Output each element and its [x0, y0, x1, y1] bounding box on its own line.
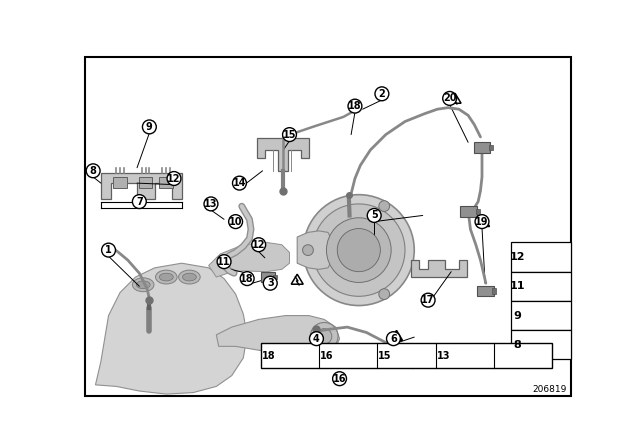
Text: 2: 2	[378, 89, 385, 99]
Circle shape	[367, 208, 381, 222]
Text: 12: 12	[509, 252, 525, 262]
Polygon shape	[101, 173, 182, 198]
Bar	[492, 288, 496, 293]
Circle shape	[143, 120, 156, 134]
Circle shape	[333, 372, 346, 386]
Bar	[261, 272, 275, 282]
Bar	[476, 209, 480, 214]
Circle shape	[283, 128, 296, 142]
Circle shape	[132, 195, 147, 208]
Text: 11: 11	[509, 281, 525, 291]
Circle shape	[86, 164, 100, 178]
Bar	[139, 177, 152, 188]
Polygon shape	[209, 242, 289, 277]
Circle shape	[232, 176, 246, 190]
Text: 8: 8	[513, 340, 522, 350]
Circle shape	[443, 91, 456, 105]
Text: 12: 12	[167, 173, 180, 184]
Circle shape	[421, 293, 435, 307]
Text: 20: 20	[443, 94, 456, 103]
Circle shape	[167, 172, 181, 185]
Text: 16: 16	[333, 374, 346, 383]
Circle shape	[326, 218, 391, 282]
Ellipse shape	[156, 270, 177, 284]
Circle shape	[375, 87, 389, 101]
Text: 18: 18	[262, 351, 276, 361]
Text: 1: 1	[105, 245, 112, 255]
Circle shape	[228, 215, 243, 228]
Text: 10: 10	[229, 217, 243, 227]
Circle shape	[337, 228, 380, 271]
Circle shape	[379, 289, 390, 300]
Ellipse shape	[159, 273, 173, 281]
Text: 11: 11	[218, 257, 231, 267]
Bar	[511, 242, 572, 271]
Text: 18: 18	[241, 274, 254, 284]
Text: 6: 6	[390, 334, 397, 344]
Polygon shape	[291, 274, 303, 284]
Text: 13: 13	[204, 199, 218, 209]
Circle shape	[217, 255, 231, 269]
Circle shape	[310, 332, 323, 345]
Bar	[460, 206, 477, 217]
Polygon shape	[390, 331, 403, 340]
Text: 18: 18	[348, 101, 362, 111]
Circle shape	[475, 215, 489, 228]
Text: 16: 16	[320, 351, 333, 361]
Polygon shape	[216, 315, 340, 356]
Bar	[489, 145, 493, 151]
Bar	[273, 275, 277, 280]
Bar	[477, 285, 493, 296]
Ellipse shape	[179, 270, 200, 284]
Circle shape	[348, 99, 362, 113]
Text: 206819: 206819	[532, 385, 566, 394]
Bar	[261, 343, 552, 368]
Polygon shape	[95, 263, 247, 394]
Polygon shape	[477, 216, 490, 226]
Circle shape	[387, 332, 401, 345]
Text: 9: 9	[513, 310, 522, 321]
Text: 9: 9	[146, 122, 153, 132]
Text: 7: 7	[136, 197, 143, 207]
Circle shape	[263, 276, 277, 290]
Text: 3: 3	[267, 278, 274, 288]
Text: 19: 19	[476, 217, 489, 227]
Ellipse shape	[182, 273, 196, 281]
Text: 8: 8	[90, 166, 97, 176]
Circle shape	[312, 204, 405, 296]
Circle shape	[310, 323, 338, 350]
Circle shape	[316, 329, 332, 344]
Polygon shape	[411, 260, 467, 277]
Circle shape	[379, 201, 390, 211]
Text: 15: 15	[378, 351, 392, 361]
Polygon shape	[449, 93, 461, 103]
Circle shape	[240, 271, 254, 285]
Text: 5: 5	[371, 211, 378, 220]
Circle shape	[102, 243, 115, 257]
Ellipse shape	[132, 278, 154, 292]
Bar	[474, 142, 490, 153]
Bar	[159, 177, 173, 188]
Circle shape	[252, 238, 266, 252]
Polygon shape	[257, 138, 308, 171]
Text: 17: 17	[421, 295, 435, 305]
Bar	[511, 330, 572, 359]
Bar	[511, 271, 572, 301]
Text: 4: 4	[313, 334, 320, 344]
Polygon shape	[297, 231, 332, 269]
Text: 13: 13	[436, 351, 450, 361]
Ellipse shape	[136, 281, 150, 289]
Bar	[113, 177, 127, 188]
Circle shape	[204, 197, 218, 211]
Circle shape	[303, 245, 314, 255]
Text: 12: 12	[252, 240, 266, 250]
Text: 15: 15	[283, 129, 296, 140]
Text: 14: 14	[233, 178, 246, 188]
Bar	[511, 301, 572, 330]
Circle shape	[303, 195, 414, 306]
